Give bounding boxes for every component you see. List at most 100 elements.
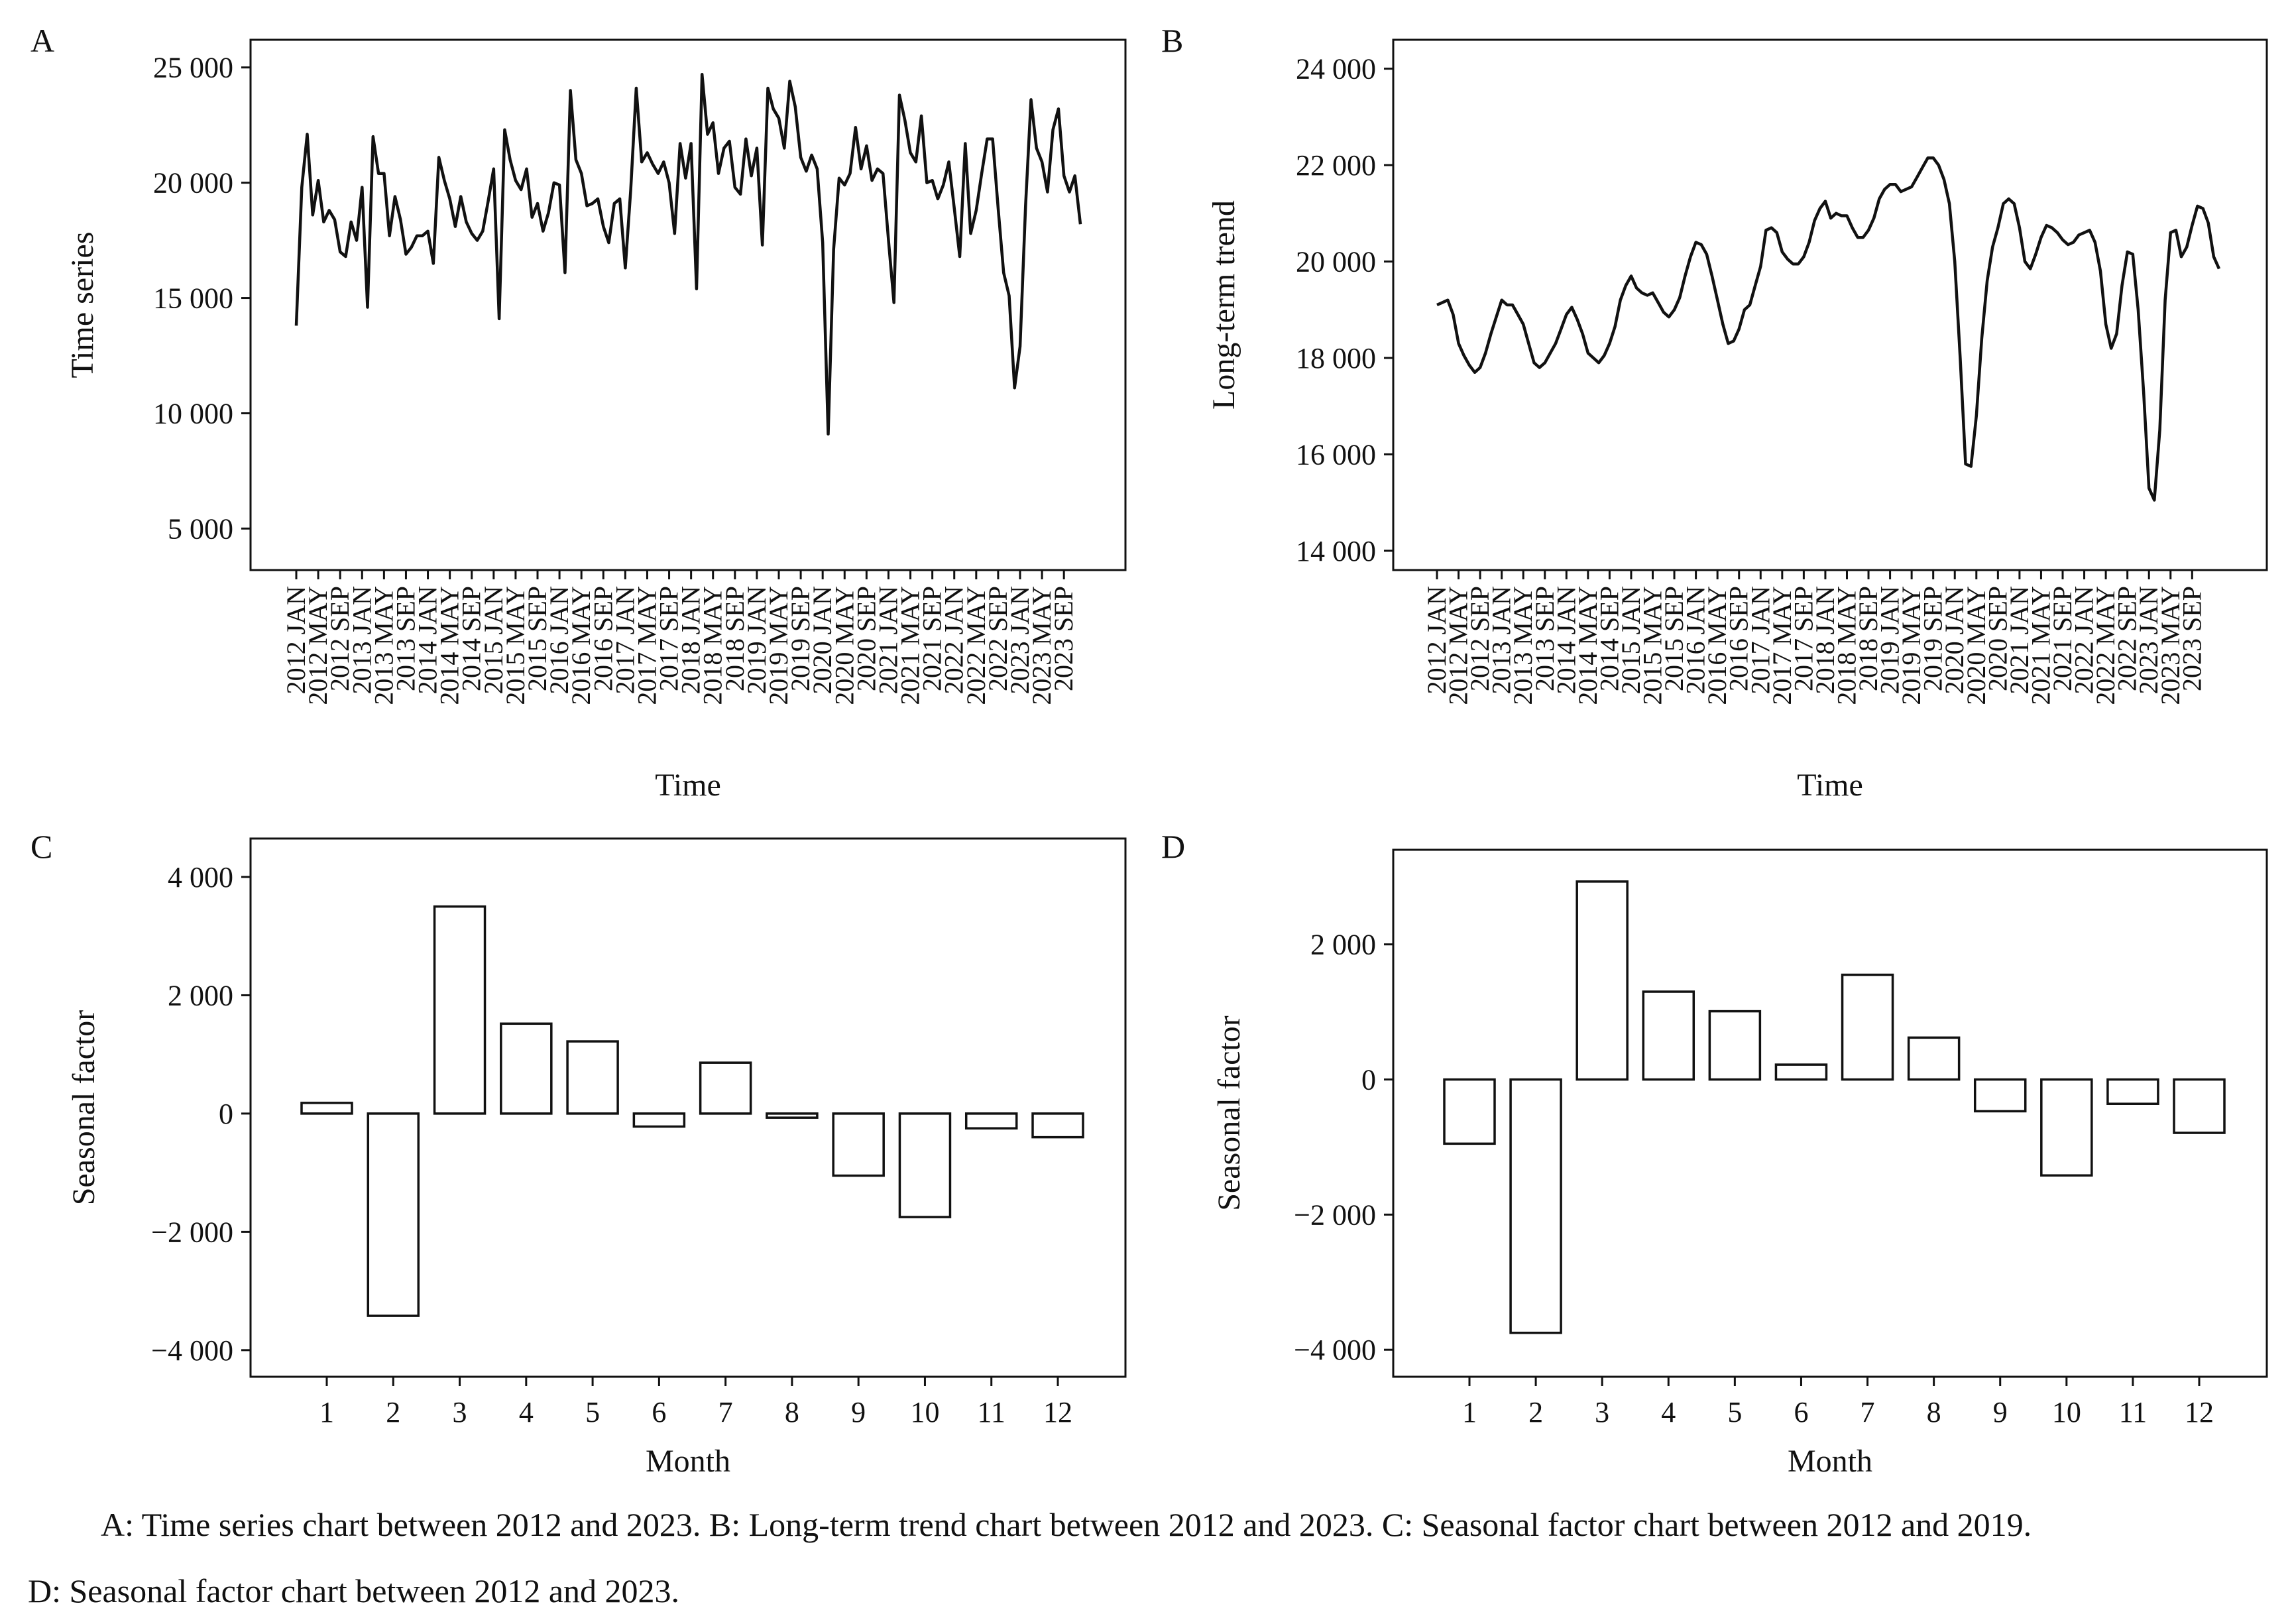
y-tick-label: −4 000 — [151, 1334, 233, 1367]
x-tick-label: 2018 JAN — [676, 586, 706, 694]
x-tick-label: 2014 JAN — [1551, 586, 1581, 694]
x-tick-label: 2013 MAY — [369, 586, 398, 705]
plot-frame — [249, 837, 1127, 1378]
x-tick-label: 2023 JAN — [2134, 586, 2163, 694]
x-tick-label: 2012 JAN — [281, 586, 311, 694]
bar-month-10 — [898, 1112, 952, 1218]
bar-month-7 — [1841, 973, 1894, 1081]
x-tick-label: 2020 MAY — [1961, 586, 1991, 705]
y-tick-label: 14 000 — [1296, 535, 1376, 567]
x-tick-label: 2 — [386, 1396, 400, 1428]
x-tick-label: 2012 JAN — [1422, 586, 1452, 694]
x-tick-label: 2016 JAN — [1681, 586, 1711, 694]
y-tick-label: 16 000 — [1296, 438, 1376, 471]
y-tick-label: −2 000 — [151, 1216, 233, 1248]
x-axis-label: Month — [646, 1444, 730, 1479]
x-tick-label: 9 — [851, 1396, 866, 1428]
x-tick-label: 11 — [2119, 1396, 2147, 1428]
x-tick-label: 2014 MAY — [1573, 586, 1603, 705]
x-tick-label: 3 — [1595, 1396, 1609, 1428]
x-tick-label: 2014 SEP — [457, 586, 487, 691]
x-tick-label: 2018 MAY — [698, 586, 728, 705]
figure: A 5 000 10 000 15 000 20 000 25 000 Time serie… — [30, 22, 2268, 1479]
figure-caption: A: Time series chart between 2012 and 20… — [0, 1491, 2292, 1624]
x-tick-label: 2021 JAN — [873, 586, 903, 694]
caption-line-1: A: Time series chart between 2012 and 20… — [101, 1506, 2032, 1543]
plot-frame — [1392, 38, 2268, 571]
x-tick-label: 2023 JAN — [1005, 586, 1035, 694]
x-axis-label: Month — [1788, 1444, 1872, 1479]
x-tick-label: 2013 SEP — [390, 586, 420, 691]
bar-month-8 — [1907, 1036, 1961, 1081]
x-tick-label: 11 — [978, 1396, 1005, 1428]
x-tick-label: 2020 SEP — [851, 586, 881, 691]
panel-d: D −4 000 −2 000 0 2 000 Seasonal factor Month 1… — [1161, 828, 2268, 1479]
x-tick-label: 2023 SEP — [1049, 586, 1078, 691]
bar-month-6 — [632, 1112, 686, 1128]
x-tick-label: 2017 MAY — [632, 586, 661, 705]
x-tick-label: 2015 MAY — [1638, 586, 1668, 705]
x-tick-label: 2020 SEP — [1982, 586, 2012, 691]
x-tick-label: 2012 SEP — [325, 586, 355, 691]
panel-a: A 5 000 10 000 15 000 20 000 25 000 Time serie… — [30, 22, 1127, 803]
x-tick-label: 6 — [652, 1396, 666, 1428]
x-tick-label: 8 — [785, 1396, 799, 1428]
x-tick-label: 2015 JAN — [1616, 586, 1646, 694]
x-tick-label: 2019 JAN — [742, 586, 772, 694]
x-tick-label: 2019 MAY — [1896, 586, 1926, 705]
bar-month-11 — [2106, 1078, 2159, 1105]
y-tick-label: 4 000 — [168, 861, 233, 894]
bar-month-6 — [1774, 1063, 1828, 1081]
x-tick-label: 10 — [2052, 1396, 2081, 1428]
x-tick-label: 2015 JAN — [479, 586, 508, 694]
bar-month-2 — [367, 1112, 420, 1317]
x-tick-label: 5 — [585, 1396, 600, 1428]
x-tick-label: 2021 SEP — [2047, 586, 2077, 691]
x-tick-label: 10 — [910, 1396, 939, 1428]
plot-frame — [1392, 848, 2268, 1378]
bar-month-1 — [300, 1102, 353, 1115]
y-axis-label: Seasonal factor — [1212, 1015, 1247, 1211]
x-tick-label: 2017 JAN — [610, 586, 640, 694]
y-axis-label: Long-term trend — [1206, 200, 1241, 410]
x-tick-label: 5 — [1727, 1396, 1742, 1428]
x-tick-label: 2022 SEP — [2112, 586, 2142, 691]
x-tick-label: 2021 MAY — [2026, 586, 2055, 705]
panel-b: B 14 000 16 000 18 000 20 000 22 000 24 000 Lon… — [1161, 22, 2268, 803]
x-tick-label: 2013 JAN — [347, 586, 376, 694]
panel-letter-a: A — [30, 22, 54, 59]
x-tick-label: 2023 MAY — [2155, 586, 2185, 705]
x-tick-label: 2016 MAY — [566, 586, 596, 705]
x-tick-label: 2016 SEP — [1724, 586, 1754, 691]
x-tick-label: 2013 JAN — [1487, 586, 1517, 694]
bar-month-1 — [1443, 1078, 1496, 1145]
x-tick-label: 2021 SEP — [917, 586, 947, 691]
x-tick-label: 2015 SEP — [1659, 586, 1689, 691]
plot-frame — [249, 38, 1127, 571]
x-tick-label: 7 — [1861, 1396, 1875, 1428]
x-tick-label: 2022 JAN — [939, 586, 969, 694]
x-axis-label: Time — [655, 768, 721, 803]
caption-line-2: D: Seasonal factor chart between 2012 an… — [28, 1572, 680, 1609]
x-tick-label: 2019 MAY — [764, 586, 793, 705]
y-tick-label: 15 000 — [153, 282, 233, 315]
bar-month-2 — [1509, 1078, 1562, 1334]
y-tick-label: 18 000 — [1296, 342, 1376, 375]
y-tick-label: 10 000 — [153, 397, 233, 430]
bar-month-8 — [766, 1112, 819, 1119]
x-tick-label: 3 — [453, 1396, 467, 1428]
x-tick-label: 2022 SEP — [983, 586, 1013, 691]
y-axis-label: Time series — [65, 232, 100, 378]
bar-month-4 — [500, 1022, 553, 1115]
x-tick-label: 2020 MAY — [829, 586, 859, 705]
y-tick-label: 5 000 — [168, 512, 233, 545]
x-tick-label: 2022 MAY — [961, 586, 991, 705]
x-tick-label: 2012 MAY — [303, 586, 333, 705]
x-tick-label: 12 — [1043, 1396, 1072, 1428]
x-tick-label: 2 — [1528, 1396, 1543, 1428]
x-tick-label: 2020 JAN — [1939, 586, 1969, 694]
x-tick-label: 9 — [1993, 1396, 2008, 1428]
x-tick-label: 2018 MAY — [1831, 586, 1861, 705]
x-tick-label: 8 — [1927, 1396, 1941, 1428]
x-tick-label: 2013 SEP — [1530, 586, 1560, 691]
